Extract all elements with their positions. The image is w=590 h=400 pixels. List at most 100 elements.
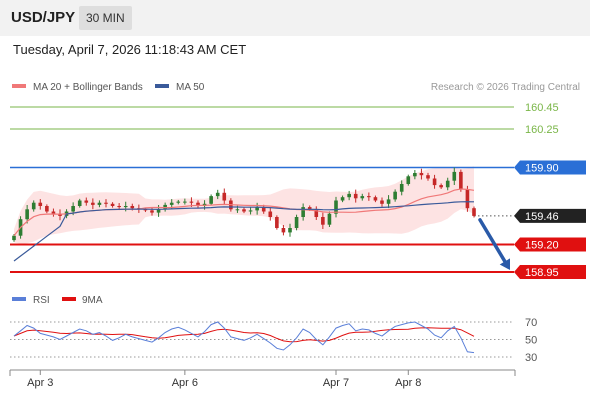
candle-body — [110, 203, 115, 206]
candle — [281, 225, 286, 236]
candle-body — [452, 171, 457, 181]
candle-body — [432, 178, 437, 186]
candle-body — [347, 193, 351, 198]
candle — [91, 198, 95, 210]
candle-body — [327, 213, 332, 225]
rsi-line — [13, 321, 475, 354]
candle-body — [255, 207, 259, 211]
candle — [321, 212, 325, 229]
candle-body — [222, 192, 227, 201]
pivot-level-tag-shape — [514, 160, 586, 175]
candle-body — [459, 171, 463, 190]
chart-header: USD/JPY 30 MIN — [0, 0, 590, 36]
candle — [104, 199, 108, 208]
candle — [314, 206, 319, 220]
candle — [31, 200, 36, 212]
current-price-label: 159.46 — [525, 211, 559, 223]
candle-body — [235, 209, 240, 211]
candle — [97, 200, 102, 208]
ma20-swatch — [12, 84, 26, 88]
candle-body — [38, 202, 43, 206]
candle-body — [426, 175, 430, 179]
candle — [360, 193, 365, 201]
time-axis: Apr 3 Apr 6 Apr 7 Apr 8 — [9, 369, 516, 389]
r1-level-label: 160.25 — [525, 124, 559, 136]
candle — [45, 204, 49, 214]
candle-body — [51, 211, 56, 214]
candle — [472, 206, 476, 218]
ma50-line — [13, 201, 475, 262]
rsi-legend: RSI 9MA — [12, 295, 103, 306]
candle-body — [399, 184, 404, 192]
r2-level-label: 160.45 — [525, 102, 559, 114]
candle — [275, 215, 279, 230]
candle — [25, 205, 29, 224]
candle-body — [84, 200, 89, 203]
candle — [77, 198, 82, 208]
time-axis-label: Apr 8 — [395, 377, 421, 389]
candle-body — [71, 206, 75, 212]
candle-body — [445, 180, 450, 188]
candle-body — [104, 202, 108, 204]
current-price-tag: 159.46 — [514, 208, 586, 223]
candle — [465, 185, 470, 212]
candle-body — [45, 206, 49, 212]
candle-body — [183, 201, 187, 203]
s1-level-tag: 159.20 — [514, 237, 586, 252]
candle-body — [268, 211, 273, 217]
rsi-ma-legend-label: 9MA — [82, 295, 103, 306]
rsi50-label: 50 — [525, 335, 537, 347]
price-levels — [10, 106, 514, 273]
s2-level-tag-shape — [514, 265, 586, 279]
candle-body — [393, 191, 397, 200]
candle-body — [242, 209, 246, 212]
candle-body — [386, 199, 391, 204]
candle — [439, 183, 443, 189]
candle-body — [97, 202, 102, 205]
candle-body — [419, 173, 424, 176]
candle-body — [117, 206, 121, 208]
candle-body — [91, 202, 95, 205]
currency-pair-title: USD/JPY — [11, 9, 76, 26]
s1-level-label: 159.20 — [525, 240, 559, 252]
s2-level-tag: 158.95 — [514, 265, 586, 279]
candle — [452, 167, 457, 185]
candle-body — [31, 202, 36, 210]
candle-body — [353, 193, 358, 199]
chart-legend: MA 20 + Bollinger Bands MA 50 Research ©… — [12, 82, 580, 93]
candle-body — [261, 207, 266, 212]
candle — [426, 172, 430, 181]
candle — [347, 190, 351, 201]
candle — [380, 197, 384, 207]
timeframe-button[interactable]: 30 MIN — [79, 6, 132, 30]
ma20-legend-label: MA 20 + Bollinger Bands — [33, 82, 143, 93]
candle — [399, 180, 404, 196]
rsi-swatch — [12, 297, 26, 301]
candle — [445, 177, 450, 191]
candle-body — [248, 210, 253, 212]
candle — [459, 169, 463, 192]
forecast-arrow-shaft — [478, 218, 507, 264]
candle-body — [196, 202, 200, 206]
candle — [255, 202, 259, 215]
candle — [183, 198, 187, 205]
s1-level-tag-shape — [514, 237, 586, 252]
candle-body — [373, 197, 378, 201]
candle-body — [143, 209, 148, 211]
pivot-level-tag: 159.90 — [514, 160, 586, 175]
candle-body — [275, 217, 279, 228]
rsi30-label: 30 — [525, 352, 537, 364]
candle-body — [281, 228, 286, 233]
candle — [248, 207, 253, 215]
candle-body — [130, 206, 135, 209]
candle-body — [176, 201, 181, 203]
candle — [301, 203, 305, 221]
s2-level-label: 158.95 — [525, 267, 559, 279]
chart-timestamp: Tuesday, April 7, 2026 11:18:43 AM CET — [13, 42, 247, 57]
candle-body — [294, 217, 299, 228]
candle-body — [25, 209, 29, 220]
forecast-arrow — [478, 218, 511, 270]
candle — [386, 195, 391, 209]
rsi-legend-label: RSI — [33, 295, 50, 306]
